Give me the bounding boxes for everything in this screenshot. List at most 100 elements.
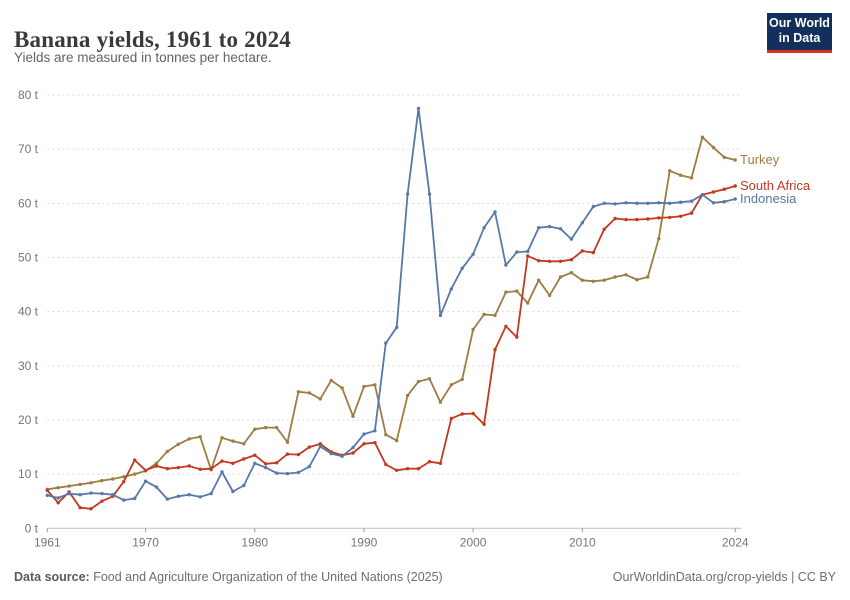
series-label-south-africa[interactable]: South Africa (740, 178, 811, 193)
data-point (318, 444, 322, 449)
data-point (133, 458, 137, 462)
data-point (580, 249, 584, 253)
owid-logo[interactable]: Our World in Data (767, 13, 832, 53)
page-subtitle: Yields are measured in tonnes per hectar… (14, 50, 272, 65)
data-point (45, 488, 49, 493)
data-point (558, 259, 563, 263)
data-point (143, 468, 148, 472)
data-point (504, 324, 508, 328)
data-point (668, 215, 672, 220)
y-axis-label-10: 10 t (18, 467, 39, 481)
data-point (220, 436, 224, 440)
x-axis-label-1970: 1970 (132, 535, 159, 549)
owid-logo-line1: Our World (769, 16, 830, 30)
data-point (613, 275, 617, 279)
data-point (122, 475, 126, 479)
data-point (67, 484, 71, 488)
data-point (187, 493, 191, 497)
data-point (198, 435, 202, 439)
data-point (362, 442, 366, 446)
data-point (89, 507, 93, 511)
data-point (405, 192, 410, 196)
data-point (449, 383, 453, 387)
data-point (133, 496, 137, 501)
data-point (165, 449, 170, 454)
data-point (395, 438, 399, 443)
data-point (187, 464, 191, 468)
data-point (198, 467, 202, 471)
y-axis-label-60: 60 t (18, 196, 39, 210)
x-axis-label-2010: 2010 (569, 535, 596, 549)
data-point (384, 432, 388, 437)
data-point (515, 289, 519, 293)
data-point (449, 287, 453, 291)
data-point (122, 480, 126, 484)
data-point (678, 214, 683, 218)
data-point (78, 482, 82, 487)
data-point (569, 237, 574, 241)
data-point (198, 495, 202, 499)
data-point (264, 425, 268, 430)
data-point (711, 201, 716, 205)
data-point (613, 216, 617, 221)
data-point (307, 391, 312, 395)
data-point (89, 481, 93, 485)
series-line-turkey[interactable] (45, 135, 737, 491)
data-point (307, 445, 312, 449)
data-point (242, 457, 246, 461)
data-point (100, 478, 104, 483)
data-point (657, 201, 661, 205)
data-point (460, 377, 464, 382)
data-point (427, 460, 432, 464)
data-point (438, 461, 443, 465)
credit-link[interactable]: OurWorldinData.org/crop-yields | CC BY (612, 570, 836, 584)
data-point (733, 184, 737, 188)
data-point (209, 491, 213, 496)
series-path-south-africa[interactable] (46, 185, 737, 510)
data-point (438, 400, 443, 404)
y-axis-label-80: 80 t (18, 88, 39, 102)
data-point (296, 390, 301, 394)
y-axis-label-40: 40 t (18, 305, 39, 319)
data-point (56, 501, 60, 505)
data-point (547, 293, 552, 298)
y-axis-label-70: 70 t (18, 142, 39, 156)
series-label-turkey[interactable]: Turkey (740, 152, 780, 167)
x-axis-label-1980: 1980 (241, 535, 268, 549)
data-point (700, 193, 705, 197)
data-point (165, 497, 170, 501)
data-point (416, 379, 421, 384)
data-point (602, 201, 606, 205)
data-point (405, 393, 410, 398)
data-point (526, 301, 530, 305)
data-point (591, 250, 595, 255)
data-point (733, 197, 737, 201)
series-path-turkey[interactable] (46, 136, 737, 491)
data-point (558, 227, 563, 231)
data-point (722, 200, 726, 204)
data-point (362, 432, 366, 436)
series-label-indonesia[interactable]: Indonesia (740, 191, 797, 206)
series-path-indonesia[interactable] (46, 107, 737, 502)
data-point (657, 236, 661, 241)
data-point (646, 275, 650, 279)
data-point (351, 414, 355, 418)
data-point (285, 452, 290, 456)
series-line-south-africa[interactable] (45, 184, 737, 511)
data-point (427, 377, 432, 381)
data-point (537, 259, 541, 263)
data-point (274, 461, 279, 465)
data-point (242, 483, 246, 488)
data-point (580, 278, 584, 282)
data-point (504, 263, 508, 267)
data-point (154, 461, 159, 465)
data-point (78, 493, 82, 497)
data-point (111, 477, 115, 481)
data-point (154, 485, 159, 489)
series-line-indonesia[interactable] (45, 106, 737, 502)
data-point (56, 486, 60, 490)
data-point (515, 335, 519, 339)
data-point (176, 494, 180, 498)
data-point (231, 439, 235, 443)
data-point (471, 327, 475, 332)
